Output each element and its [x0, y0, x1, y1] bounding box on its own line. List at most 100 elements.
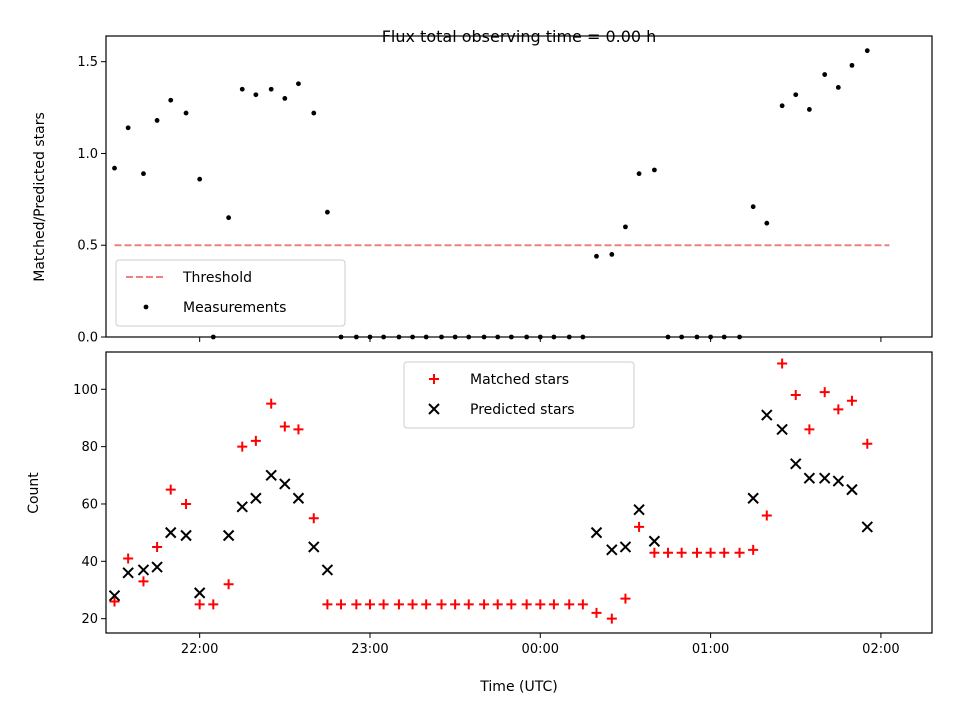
matched-stars-point [705, 547, 716, 558]
measurement-point [168, 97, 174, 103]
matched-stars-point [506, 599, 517, 610]
matched-stars-point [479, 599, 490, 610]
measurement-point [481, 334, 487, 340]
matched-stars-point [138, 576, 149, 587]
measurement-point [835, 84, 841, 90]
predicted-stars-point [747, 492, 759, 504]
plot-data [108, 358, 873, 624]
x-tick-label: 01:00 [692, 642, 729, 657]
measurement-point [537, 334, 543, 340]
measurement-point [210, 334, 216, 340]
y-tick-label: 80 [81, 440, 98, 455]
predicted-stars-point [633, 503, 645, 516]
measurement-point [779, 103, 785, 109]
y-tick-label: 60 [81, 497, 98, 512]
matched-stars-point [436, 599, 447, 610]
matched-stars-point [450, 599, 461, 610]
predicted-stars-point [790, 458, 802, 470]
predicted-stars-point [222, 529, 235, 542]
y-tick-label: 20 [81, 612, 98, 627]
measurement-point [381, 334, 387, 340]
matched-stars-point [208, 599, 219, 610]
measurement-point [750, 204, 756, 210]
measurement-point [197, 176, 203, 182]
predicted-stars-point [292, 492, 305, 504]
plot-data [112, 48, 890, 340]
measurement-point [439, 334, 444, 340]
legend-box [115, 259, 346, 327]
x-tick-label: 02:00 [862, 642, 899, 657]
measurement-point [524, 334, 530, 340]
matched-stars-point [109, 596, 120, 607]
measurement-point [423, 334, 429, 340]
predicted-stars-point [761, 409, 773, 421]
matched-stars-point [308, 513, 319, 524]
top-panel: 0.0 0.5 1.0 1.5 Threshold Measurements [77, 35, 933, 346]
matched-stars-point [266, 398, 277, 409]
matched-stars-point [620, 593, 631, 604]
legend-box [403, 361, 635, 429]
predicted-stars-point [308, 541, 320, 553]
measurement-point [651, 167, 657, 173]
measurement-point [665, 334, 671, 340]
predicted-stars-point [818, 472, 831, 484]
measurement-point [367, 334, 373, 340]
matched-stars-point [378, 599, 389, 610]
matched-stars-point [152, 541, 163, 552]
matched-stars-point [181, 498, 192, 509]
measurement-point [253, 92, 259, 98]
matched-stars-point [293, 424, 304, 435]
measurement-point [864, 48, 870, 54]
measurement-point [452, 334, 458, 340]
measurement-point [793, 92, 799, 98]
matched-stars-point [663, 547, 674, 558]
matched-stars-point [463, 599, 474, 610]
matched-stars-point [846, 395, 857, 406]
matched-stars-point [734, 547, 745, 558]
matched-stars-point [649, 547, 660, 558]
predicted-stars-point [265, 469, 277, 482]
matched-stars-point [748, 544, 759, 555]
matched-stars-point [676, 547, 687, 558]
measurement-point [508, 334, 514, 340]
legend-threshold-label: Threshold [182, 270, 252, 286]
predicted-stars-point [137, 564, 150, 576]
matched-stars-point [237, 441, 248, 452]
matched-stars-point [564, 599, 575, 610]
predicted-stars-point [180, 529, 192, 542]
predicted-stars-point [279, 478, 291, 490]
top-y-axis-label: Matched/Predicted stars [32, 112, 48, 282]
legend-predicted-label: Predicted stars [470, 402, 575, 418]
legend-matched-swatch [429, 374, 439, 384]
legend-matched-label: Matched stars [470, 372, 569, 388]
measurement-point [566, 334, 572, 340]
predicted-stars-point [619, 541, 632, 553]
measurement-point [679, 334, 685, 340]
predicted-stars-point [832, 475, 845, 487]
measurement-point [609, 252, 615, 257]
measurement-point [623, 224, 628, 230]
legend-measurements-label: Measurements [183, 300, 286, 316]
y-tick-label: 1.5 [77, 55, 98, 70]
measurement-point [141, 171, 146, 177]
matched-stars-point [862, 438, 873, 449]
matched-stars-point [194, 599, 205, 610]
x-tick-label: 22:00 [181, 642, 218, 657]
measurement-point [268, 86, 274, 92]
x-tick-label: 00:00 [522, 642, 559, 657]
matched-stars-point [606, 613, 617, 624]
matched-stars-point [393, 599, 404, 610]
measurement-point [353, 334, 359, 340]
measurement-point [183, 110, 189, 116]
measurement-point [410, 334, 415, 340]
measurement-point [396, 334, 402, 340]
measurement-point [594, 253, 599, 259]
predicted-stars-point [165, 526, 177, 539]
measurement-point [125, 125, 131, 131]
measurement-point [694, 334, 700, 340]
matched-stars-point [250, 435, 261, 446]
matched-stars-point [421, 599, 432, 610]
measurement-point [721, 334, 727, 340]
predicted-stars-point [122, 567, 134, 579]
